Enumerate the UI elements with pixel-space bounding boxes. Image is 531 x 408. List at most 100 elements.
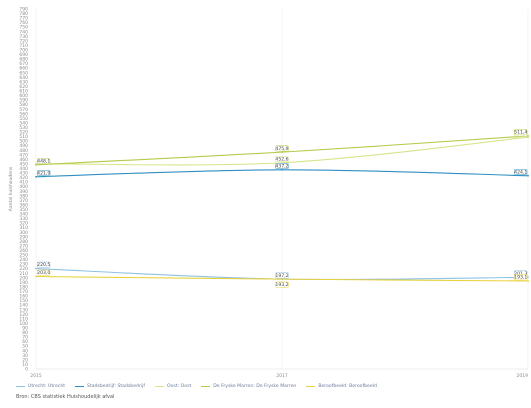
y-tick-label: 50	[22, 344, 28, 350]
y-tick-label: 580	[19, 102, 28, 108]
data-label: 452,6	[275, 156, 289, 162]
y-tick-label: 40	[22, 348, 28, 354]
series-layer	[35, 135, 529, 282]
y-tick-label: 620	[19, 84, 28, 90]
data-point	[527, 276, 529, 279]
legend-label: Stadsbedrijf: Stadsbedrijf	[87, 384, 146, 389]
y-tick-label: 690	[19, 52, 28, 58]
y-tick-label: 780	[19, 11, 28, 17]
y-tick-label: 350	[19, 207, 28, 213]
y-tick-label: 510	[19, 134, 28, 140]
y-tick-label: 360	[19, 202, 28, 208]
y-tick-label: 610	[19, 89, 28, 95]
x-tick-label: 2015	[30, 373, 42, 379]
y-tick-label: 150	[19, 298, 28, 304]
y-tick-label: 90	[22, 325, 28, 331]
y-tick-label: 570	[19, 107, 28, 113]
legend-item[interactable]: De Fryske Marren: De Fryske Marren	[201, 384, 296, 389]
y-tick-label: 450	[19, 161, 28, 167]
legend-swatch	[16, 385, 25, 388]
y-tick-label: 700	[19, 48, 28, 54]
data-label: 220,5	[37, 261, 51, 268]
data-label-box	[275, 145, 289, 152]
data-label-text: 424,1	[514, 169, 527, 175]
y-tick-label: 260	[19, 248, 28, 254]
data-point	[35, 175, 37, 178]
data-label-text: 193,2	[275, 282, 288, 288]
x-tick-label: 2019	[517, 373, 529, 379]
data-label-text: 197,2	[275, 273, 288, 279]
data-point	[35, 275, 37, 278]
y-tick-label: 540	[19, 120, 28, 126]
y-tick-label: 270	[19, 243, 28, 249]
y-tick-label: 680	[19, 57, 28, 63]
data-point	[281, 151, 283, 154]
y-tick-label: 720	[19, 38, 28, 44]
data-label-text: 193,1	[514, 275, 527, 281]
data-point	[527, 174, 529, 177]
y-tick-label: 30	[22, 353, 28, 359]
y-tick-label: 20	[22, 357, 28, 363]
data-label: 448,1	[37, 158, 51, 165]
y-tick-label: 240	[19, 257, 28, 263]
data-label: 437,2	[275, 163, 289, 170]
legend-swatch	[155, 385, 165, 388]
data-label: 197,2	[275, 272, 289, 279]
y-tick-label: 520	[19, 130, 28, 136]
y-tick-label: 70	[22, 335, 28, 341]
data-label-text: 220,5	[37, 262, 50, 268]
y-tick-label: 310	[19, 225, 28, 231]
legend-item[interactable]: Stadsbedrijf: Stadsbedrijf	[75, 384, 145, 389]
data-label-text: 448,1	[37, 159, 50, 165]
data-point	[35, 163, 37, 166]
legend-swatch	[306, 385, 316, 388]
legend-item[interactable]: Beroofbeeld: Beroofbeeld	[306, 384, 377, 389]
y-tick-label: 470	[19, 152, 28, 158]
y-tick-label: 420	[19, 175, 28, 181]
data-label-box	[514, 168, 528, 175]
x-tick-label: 2017	[276, 373, 288, 379]
y-tick-label: 220	[19, 266, 28, 272]
y-axis-ticks: 0102030405060708090100110120130140150160…	[19, 7, 28, 373]
data-point	[527, 280, 529, 282]
y-tick-label: 460	[19, 157, 28, 163]
y-tick-label: 180	[19, 284, 28, 290]
data-label-text: 203,0	[37, 270, 50, 276]
data-label-box	[37, 261, 51, 268]
legend-item[interactable]: Utrecht: Utrecht	[16, 384, 65, 389]
legend-swatch	[201, 385, 211, 388]
y-tick-label: 430	[19, 171, 28, 177]
data-label-box	[275, 163, 289, 170]
y-tick-label: 130	[19, 307, 28, 313]
legend-label: Beroofbeeld: Beroofbeeld	[318, 384, 377, 389]
legend-swatch	[75, 385, 85, 388]
data-point	[35, 267, 37, 270]
legend-item[interactable]: Oost: Oost	[155, 384, 191, 389]
data-label-text: 475,9	[275, 146, 288, 152]
data-label-text: 421,9	[37, 170, 50, 176]
data-label: 511,4	[514, 129, 528, 136]
y-tick-label: 650	[19, 70, 28, 76]
y-tick-label: 60	[22, 339, 28, 345]
y-tick-label: 320	[19, 221, 28, 227]
legend: Utrecht: Utrecht Stadsbedrijf: Stadsbedri…	[16, 384, 377, 389]
y-tick-label: 560	[19, 111, 28, 117]
data-label-box	[514, 129, 528, 136]
data-label: 475,9	[275, 145, 289, 152]
y-tick-label: 490	[19, 143, 28, 149]
y-tick-label: 760	[19, 20, 28, 26]
y-tick-label: 0	[25, 367, 28, 373]
data-label-box	[37, 158, 51, 165]
y-tick-label: 300	[19, 230, 28, 236]
y-tick-label: 480	[19, 148, 28, 154]
y-tick-label: 410	[19, 180, 28, 186]
data-label: 424,1	[514, 168, 528, 175]
y-tick-label: 10	[22, 362, 28, 368]
source-note: Bron: CBS statistiek Huishoudelijk afval	[16, 394, 115, 400]
y-tick-label: 380	[19, 193, 28, 199]
y-tick-label: 210	[19, 271, 28, 277]
data-label-text: 511,4	[514, 130, 527, 136]
data-label-box	[275, 272, 289, 279]
